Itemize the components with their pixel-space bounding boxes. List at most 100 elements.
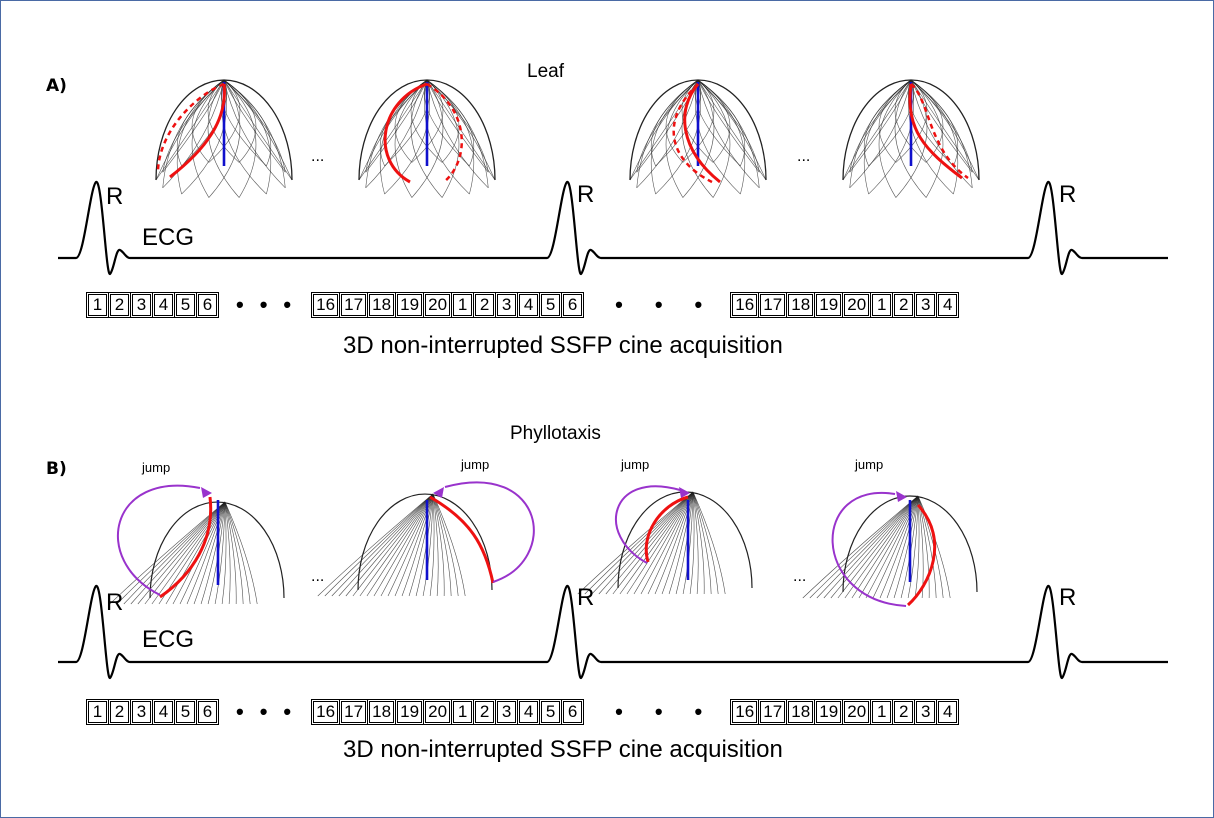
frame-box: 18 bbox=[786, 292, 816, 318]
frame-box: 18 bbox=[367, 292, 397, 318]
panel-b-r-label-2: R bbox=[577, 584, 595, 611]
trajectory-solid bbox=[159, 496, 213, 599]
frame-box: 16 bbox=[311, 292, 341, 318]
jump-arrowhead bbox=[433, 487, 444, 498]
panel-b-r-label-3: R bbox=[1059, 584, 1077, 611]
frame-box: 18 bbox=[786, 699, 816, 725]
panel-b-caption: 3D non-interrupted SSFP cine acquisition bbox=[343, 736, 783, 763]
frame-box: 2 bbox=[892, 292, 916, 318]
jump-arrowhead bbox=[896, 491, 907, 502]
frame-box: 3 bbox=[914, 699, 938, 725]
panel-b-ellipsis-2: ... bbox=[793, 568, 807, 585]
sequence-dot: • bbox=[283, 699, 292, 724]
panel-b-ecg-label: ECG bbox=[142, 626, 195, 653]
frame-box: 4 bbox=[152, 699, 175, 725]
jump-arrowhead bbox=[679, 487, 690, 498]
panel-b-title: Phyllotaxis bbox=[510, 423, 601, 444]
panel-b-jump-label-3: jump bbox=[621, 457, 650, 472]
frame-box: 1 bbox=[870, 292, 894, 318]
panel-a-title: Leaf bbox=[527, 61, 564, 82]
sequence-dot: • bbox=[236, 292, 244, 317]
frame-box: 3 bbox=[914, 292, 938, 318]
frame-box: 4 bbox=[936, 699, 960, 725]
jump-arrow bbox=[614, 485, 681, 564]
panel-a-frame-sequence: 1 2 3 4 5 6 • • • 16 17 18 19 20 1 2 3 4 5 6 • • • 16 17 18 19 20 1 2… bbox=[86, 292, 960, 318]
sphere-trajectory-mesh bbox=[155, 79, 293, 198]
frame-box: 4 bbox=[517, 699, 541, 725]
jump-arrow bbox=[116, 484, 201, 596]
trajectory-solid bbox=[429, 495, 495, 584]
frame-box: 16 bbox=[730, 699, 760, 725]
frame-box: 3 bbox=[130, 292, 153, 318]
sequence-dot: • bbox=[694, 292, 703, 317]
frame-box: 4 bbox=[152, 292, 175, 318]
sequence-dot: • bbox=[654, 699, 663, 724]
sequence-dot: • bbox=[694, 699, 703, 724]
frame-box: 1 bbox=[870, 699, 894, 725]
frame-box: 1 bbox=[86, 292, 109, 318]
frame-box: 4 bbox=[936, 292, 960, 318]
ecg-trace bbox=[58, 584, 1168, 680]
frame-box: 17 bbox=[758, 699, 788, 725]
frame-box: 18 bbox=[367, 699, 397, 725]
panel-a-letter: A) bbox=[46, 76, 67, 96]
frame-box: 19 bbox=[814, 292, 844, 318]
frame-box: 6 bbox=[196, 699, 219, 725]
sphere-phyllotaxis-mesh bbox=[109, 501, 285, 605]
panel-b-jump-label-1: jump bbox=[142, 460, 171, 475]
trajectory-solid bbox=[644, 495, 689, 563]
sequence-dots: • • • bbox=[228, 292, 299, 317]
sphere-phyllotaxis-mesh bbox=[317, 493, 493, 597]
sphere-trajectory-mesh bbox=[842, 79, 980, 198]
trajectory-solid bbox=[906, 503, 937, 607]
frame-box: 2 bbox=[892, 699, 916, 725]
sequence-dots: • • • bbox=[599, 699, 718, 724]
frame-box: 16 bbox=[730, 292, 760, 318]
sequence-dot: • bbox=[259, 292, 268, 317]
panel-a-ellipsis-1: ... bbox=[311, 148, 325, 165]
jump-arrowhead bbox=[201, 487, 212, 498]
sequence-dots: • • • bbox=[599, 292, 718, 317]
frame-box: 1 bbox=[86, 699, 109, 725]
sequence-dot: • bbox=[236, 699, 244, 724]
frame-box: 20 bbox=[423, 699, 453, 725]
frame-box: 20 bbox=[842, 292, 872, 318]
sphere-phyllotaxis-mesh bbox=[577, 491, 753, 595]
panel-b-jump-label-4: jump bbox=[855, 457, 884, 472]
panel-b-ellipsis-1: ... bbox=[311, 568, 325, 585]
trajectory-solid bbox=[383, 82, 428, 184]
trajectory-solid bbox=[908, 83, 963, 180]
sphere-phyllotaxis-mesh bbox=[802, 495, 978, 599]
trajectory-solid bbox=[169, 83, 226, 179]
frame-box: 5 bbox=[174, 699, 197, 725]
frame-box: 5 bbox=[539, 292, 563, 318]
panel-a-r-label-1: R bbox=[106, 183, 124, 210]
trajectory-dashed bbox=[156, 82, 225, 171]
frame-box: 4 bbox=[517, 292, 541, 318]
panel-a-caption: 3D non-interrupted SSFP cine acquisition bbox=[343, 332, 783, 359]
frame-box: 2 bbox=[473, 699, 497, 725]
frame-box: 19 bbox=[395, 699, 425, 725]
frame-box: 20 bbox=[423, 292, 453, 318]
frame-box: 2 bbox=[108, 699, 131, 725]
jump-arrow bbox=[831, 491, 907, 607]
trajectory-dashed bbox=[426, 82, 463, 183]
frame-box: 3 bbox=[130, 699, 153, 725]
frame-box: 5 bbox=[174, 292, 197, 318]
frame-box: 3 bbox=[495, 699, 519, 725]
ecg-trace bbox=[58, 180, 1168, 276]
panel-a-ecg-label: ECG bbox=[142, 224, 195, 251]
panel-b-r-label-1: R bbox=[106, 589, 124, 616]
frame-box: 3 bbox=[495, 292, 519, 318]
panel-b-jump-label-2: jump bbox=[461, 457, 490, 472]
panel-a-r-label-3: R bbox=[1059, 181, 1077, 208]
trajectory-solid bbox=[683, 83, 721, 184]
frame-box: 17 bbox=[339, 699, 369, 725]
panel-a-ellipsis-2: ... bbox=[797, 148, 811, 165]
panel-b-letter: B) bbox=[46, 459, 67, 479]
frame-box: 17 bbox=[758, 292, 788, 318]
sequence-dot: • bbox=[283, 292, 292, 317]
frame-box: 2 bbox=[108, 292, 131, 318]
frame-box: 1 bbox=[451, 699, 475, 725]
